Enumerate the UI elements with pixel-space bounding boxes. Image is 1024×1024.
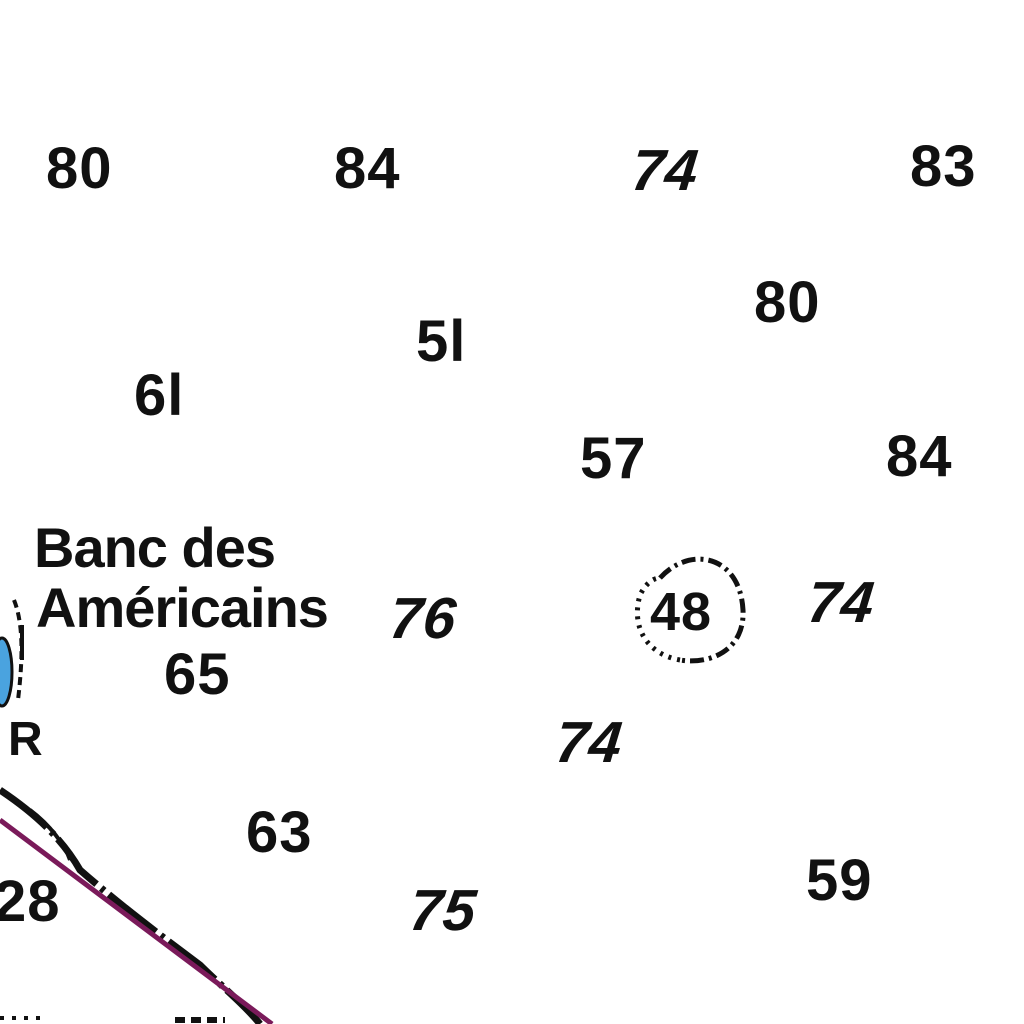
- circled-sounding: 48: [650, 582, 713, 642]
- light-symbol-icon[interactable]: [0, 599, 24, 708]
- depth-sounding: 6l: [134, 363, 185, 428]
- depth-sounding: 84: [334, 136, 401, 201]
- depth-sounding: 74: [552, 710, 626, 775]
- depth-sounding: 83: [910, 134, 977, 199]
- contour-line-inner: [28, 808, 72, 861]
- depth-sounding: 74: [628, 138, 702, 203]
- depth-sounding: 84: [886, 424, 953, 489]
- depth-sounding: 63: [246, 800, 313, 865]
- depth-sounding: 59: [806, 848, 873, 913]
- depth-sounding: 65: [164, 642, 231, 707]
- depth-sounding: 80: [46, 136, 113, 201]
- depth-sounding: 28: [0, 869, 61, 934]
- depth-sounding: 74: [804, 570, 878, 635]
- depth-sounding: 75: [406, 878, 480, 943]
- depth-sounding: 76: [386, 586, 460, 651]
- depth-sounding: 80: [754, 270, 821, 335]
- depth-sounding: 57: [580, 426, 647, 491]
- danger-circle-icon: [634, 556, 746, 664]
- route-line: [0, 818, 274, 1024]
- depth-sounding: 5l: [416, 309, 467, 374]
- bank-name-line2: Américains: [36, 576, 329, 639]
- light-characteristic-label: R: [8, 713, 43, 766]
- bank-name-line1: Banc des: [34, 516, 276, 579]
